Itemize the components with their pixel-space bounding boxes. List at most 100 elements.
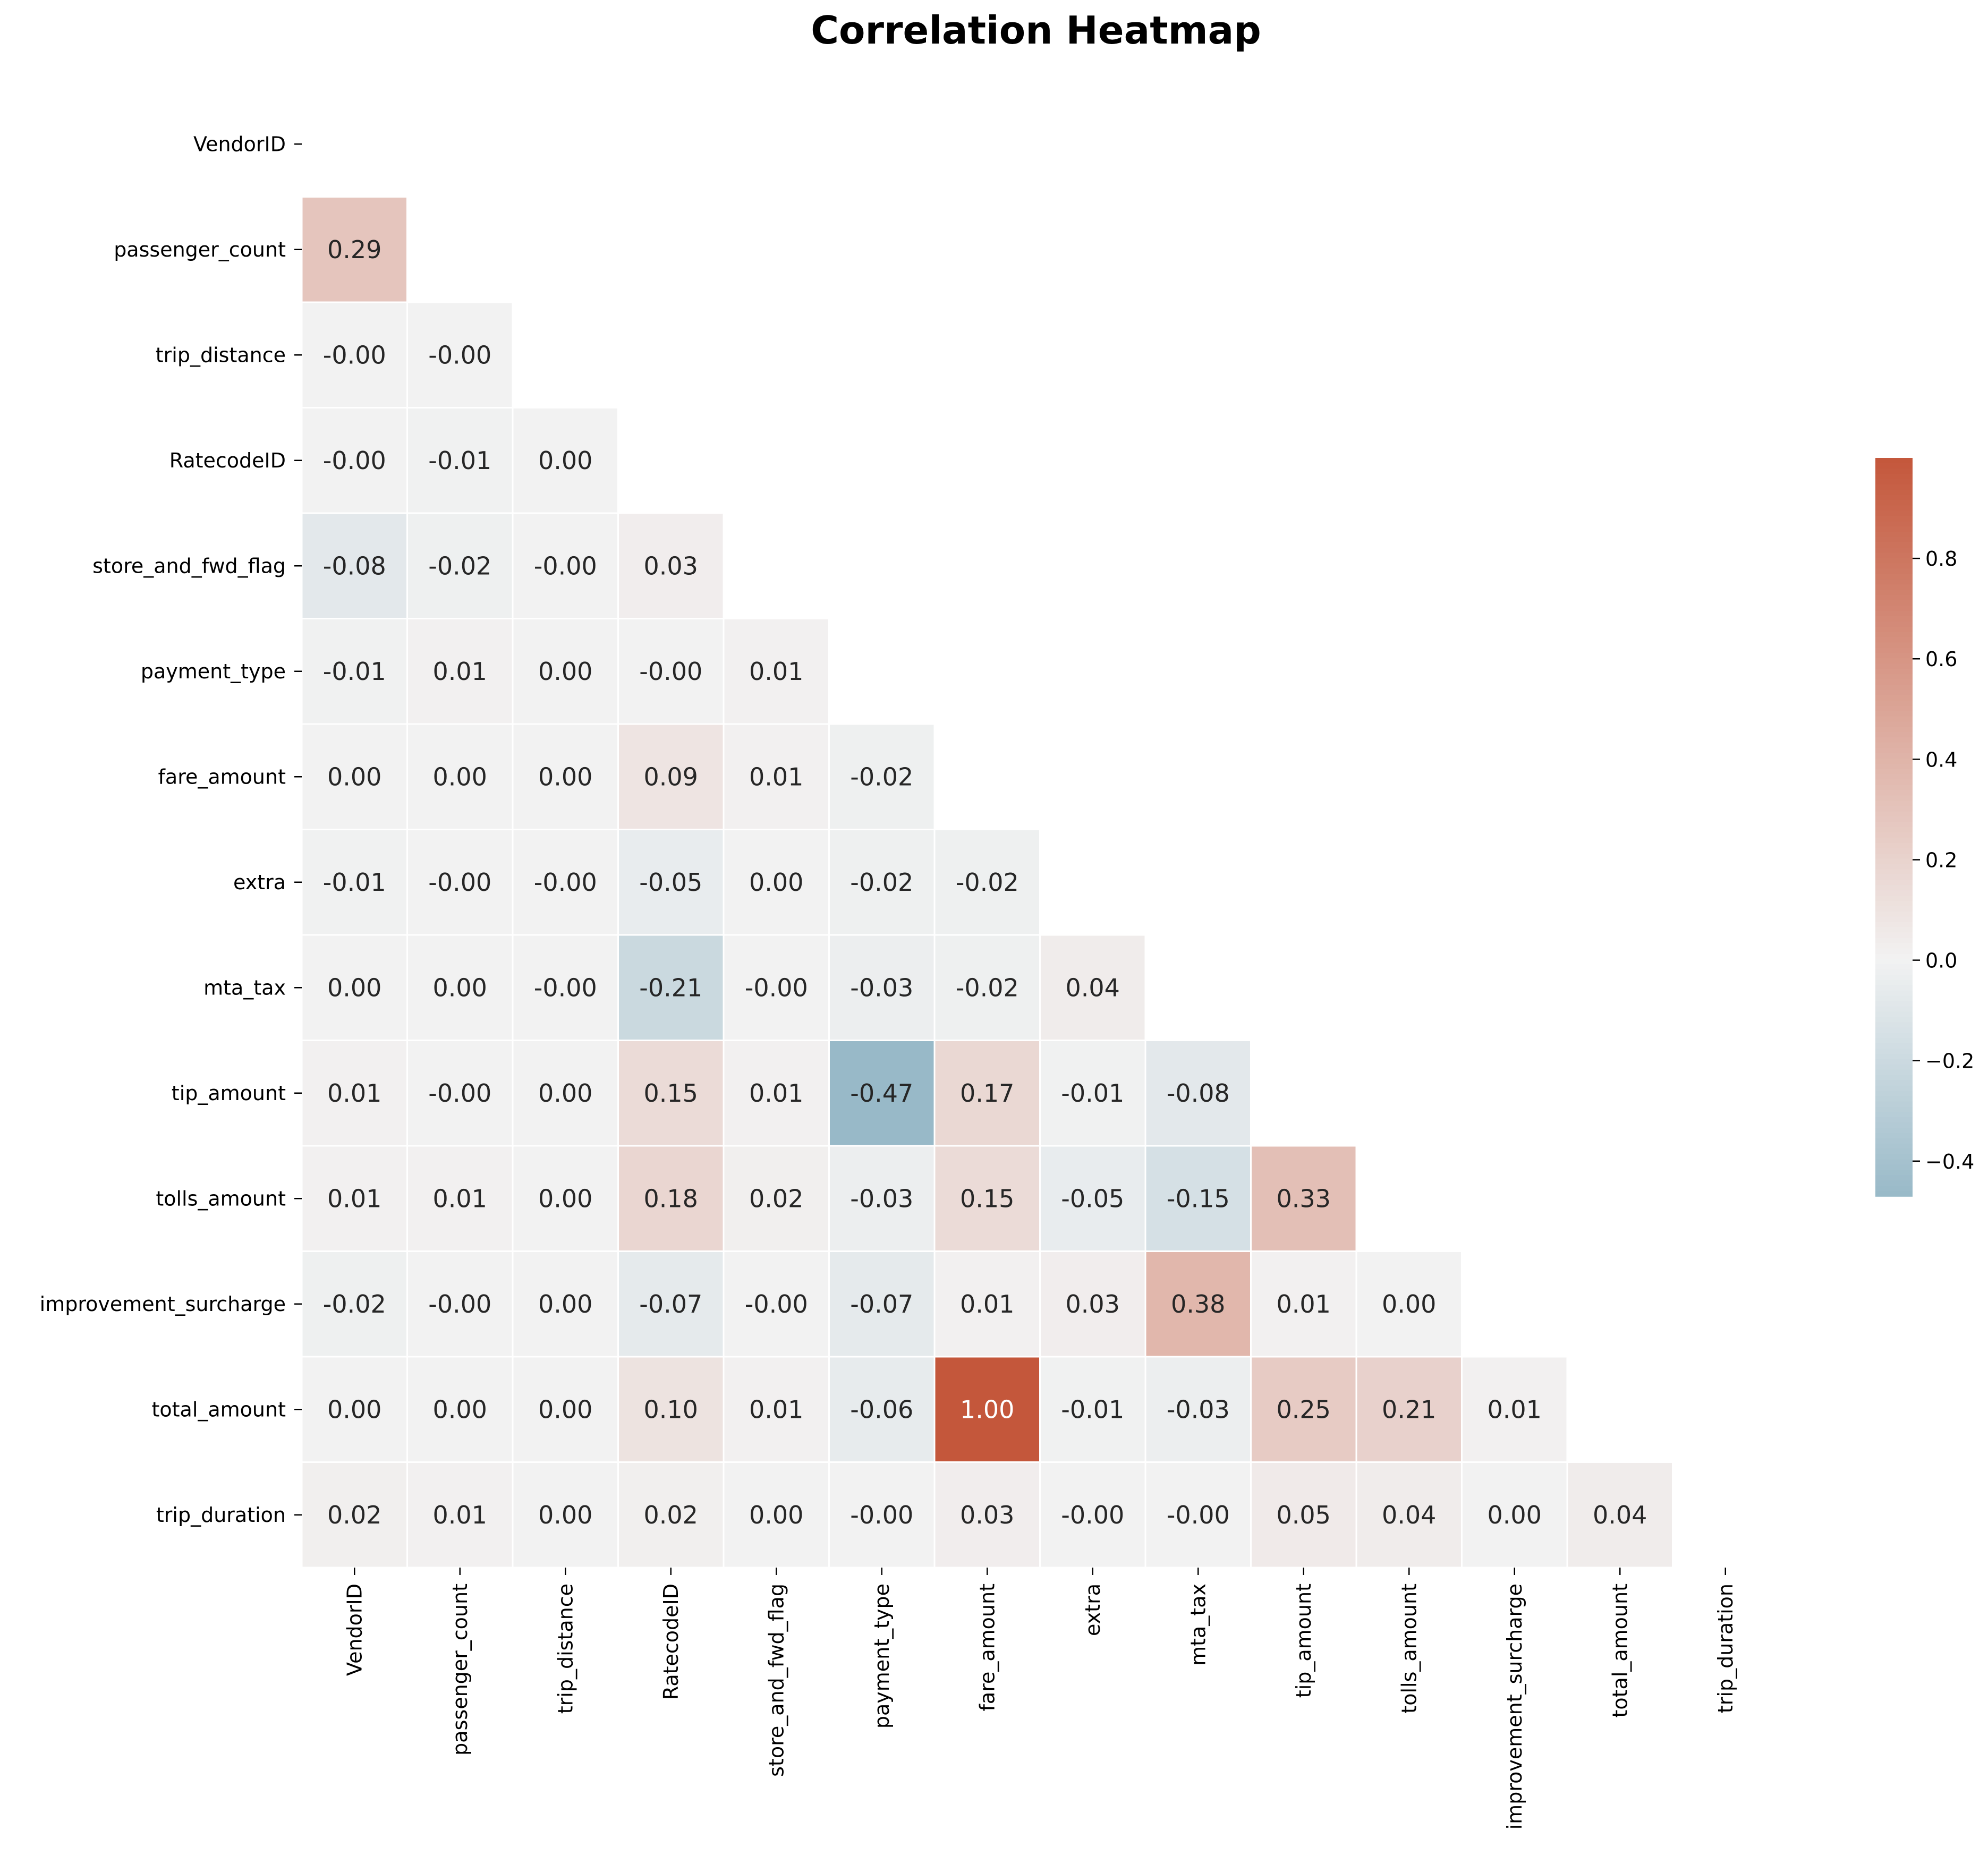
heatmap-cell [301,407,408,514]
colorbar-segment [1875,637,1913,643]
colorbar-segment [1875,932,1913,939]
colorbar-segment [1875,684,1913,691]
colorbar-segment [1875,642,1913,649]
heatmap-cell-value: 0.00 [538,1501,592,1529]
colorbar-segment [1875,716,1913,722]
colorbar-tick-label: 0.6 [1925,648,1957,671]
y-tick-label: store_and_fwd_flag [92,554,286,577]
x-tick-label: passenger_count [448,1584,472,1756]
heatmap-cell [1144,1250,1252,1358]
heatmap-cell-value: 0.15 [960,1184,1014,1213]
colorbar-segment [1875,468,1913,474]
heatmap-cell-value: 0.00 [327,1395,381,1424]
colorbar-segment [1875,1059,1913,1065]
heatmap-cell-value: 0.09 [644,762,698,791]
colorbar-segment [1875,1143,1913,1150]
heatmap-cell [512,1356,619,1463]
colorbar-segment [1875,1159,1913,1165]
colorbar-segment [1875,948,1913,955]
heatmap-cell [617,1145,725,1252]
heatmap-cells: 0.29 -0.00 -0.00 -0.00 -0.01 0.00 -0.08 -0.02 -0… [301,196,1673,1569]
heatmap-cell-value: -0.02 [956,973,1019,1002]
colorbar-segment [1875,542,1913,548]
heatmap-cell-value: -0.07 [850,1290,913,1318]
heatmap-cell [933,829,1041,936]
heatmap-cell-value: 0.01 [749,657,803,686]
heatmap-cell [933,1040,1041,1147]
colorbar-segment [1875,901,1913,907]
y-tick-label: mta_tax [203,976,286,999]
colorbar-segment [1875,795,1913,802]
colorbar-segment [1875,737,1913,743]
colorbar-segment [1875,479,1913,485]
heatmap-cell [828,723,936,830]
heatmap-cell-value: -0.00 [639,657,702,686]
heatmap-cell [301,196,408,303]
heatmap-cell [617,618,725,725]
heatmap-cell-value: 0.21 [1382,1395,1436,1424]
colorbar-segment [1875,1069,1913,1076]
colorbar-segment [1875,769,1913,775]
colorbar-segment [1875,463,1913,469]
heatmap-cell-value: -0.01 [428,446,491,475]
colorbar-segment [1875,753,1913,759]
heatmap-cell-value: 0.01 [433,657,487,686]
colorbar-segment [1875,763,1913,770]
colorbar-segment [1875,785,1913,791]
heatmap-cell-value: 0.10 [644,1395,698,1424]
x-tick-label: RatecodeID [659,1584,683,1700]
colorbar-segment [1875,980,1913,986]
heatmap-cell [406,723,514,830]
heatmap-cell-value: 0.00 [538,1079,592,1108]
heatmap-cell-value: 0.02 [327,1501,381,1529]
colorbar: 0.8 0.6 0.4 0.2 0.0 −0.2 −0.4 [1875,458,1974,1197]
colorbar-segment [1875,653,1913,659]
colorbar-segment [1875,1064,1913,1070]
heatmap-cell-value: 0.00 [538,1290,592,1318]
heatmap-cell-value: 0.29 [327,235,381,264]
heatmap-cell-value: 0.01 [1488,1395,1542,1424]
colorbar-segment [1875,595,1913,601]
colorbar-segment [1875,590,1913,595]
heatmap-cell-value: -0.21 [639,973,702,1002]
heatmap-cell-value: -0.08 [323,551,386,580]
colorbar-segment [1875,964,1913,970]
x-tick-label: VendorID [343,1584,366,1676]
heatmap-cell-value: 0.02 [644,1501,698,1529]
colorbar-segment [1875,473,1913,480]
colorbar-segment [1875,1011,1913,1018]
colorbar-segment [1875,1033,1913,1039]
heatmap-cell [1355,1356,1463,1463]
x-tick-label: fare_amount [975,1584,999,1711]
heatmap-cell-value: -0.01 [323,657,386,686]
colorbar-segment [1875,690,1913,696]
colorbar-segment [1875,732,1913,738]
colorbar-segment [1875,801,1913,807]
heatmap-cell [617,512,725,619]
heatmap-cell [1144,1040,1252,1147]
colorbar-segment [1875,1117,1913,1123]
y-tick-label: RatecodeID [169,449,286,472]
heatmap-cell-value: 0.00 [538,446,592,475]
heatmap-cell-value: -0.00 [1167,1501,1230,1529]
colorbar-segment [1875,610,1913,617]
colorbar-segment [1875,505,1913,512]
heatmap-cell-value: -0.00 [323,341,386,369]
heatmap-cell-value: 0.05 [1277,1501,1331,1529]
colorbar-segment [1875,1138,1913,1144]
colorbar-segment [1875,648,1913,654]
heatmap-cell-value: 0.00 [433,1395,487,1424]
colorbar-segment [1875,885,1913,891]
heatmap-cell-value: 0.03 [644,551,698,580]
colorbar-segment [1875,743,1913,748]
colorbar-segment [1875,621,1913,627]
y-tick-label: passenger_count [114,238,286,261]
heatmap-cell-value: -0.00 [534,551,597,580]
heatmap-cell-value: -0.15 [1167,1184,1230,1213]
colorbar-segment [1875,552,1913,559]
colorbar-segment [1875,890,1913,896]
colorbar-segment [1875,822,1913,828]
colorbar-segment [1875,758,1913,764]
colorbar-segment [1875,975,1913,981]
